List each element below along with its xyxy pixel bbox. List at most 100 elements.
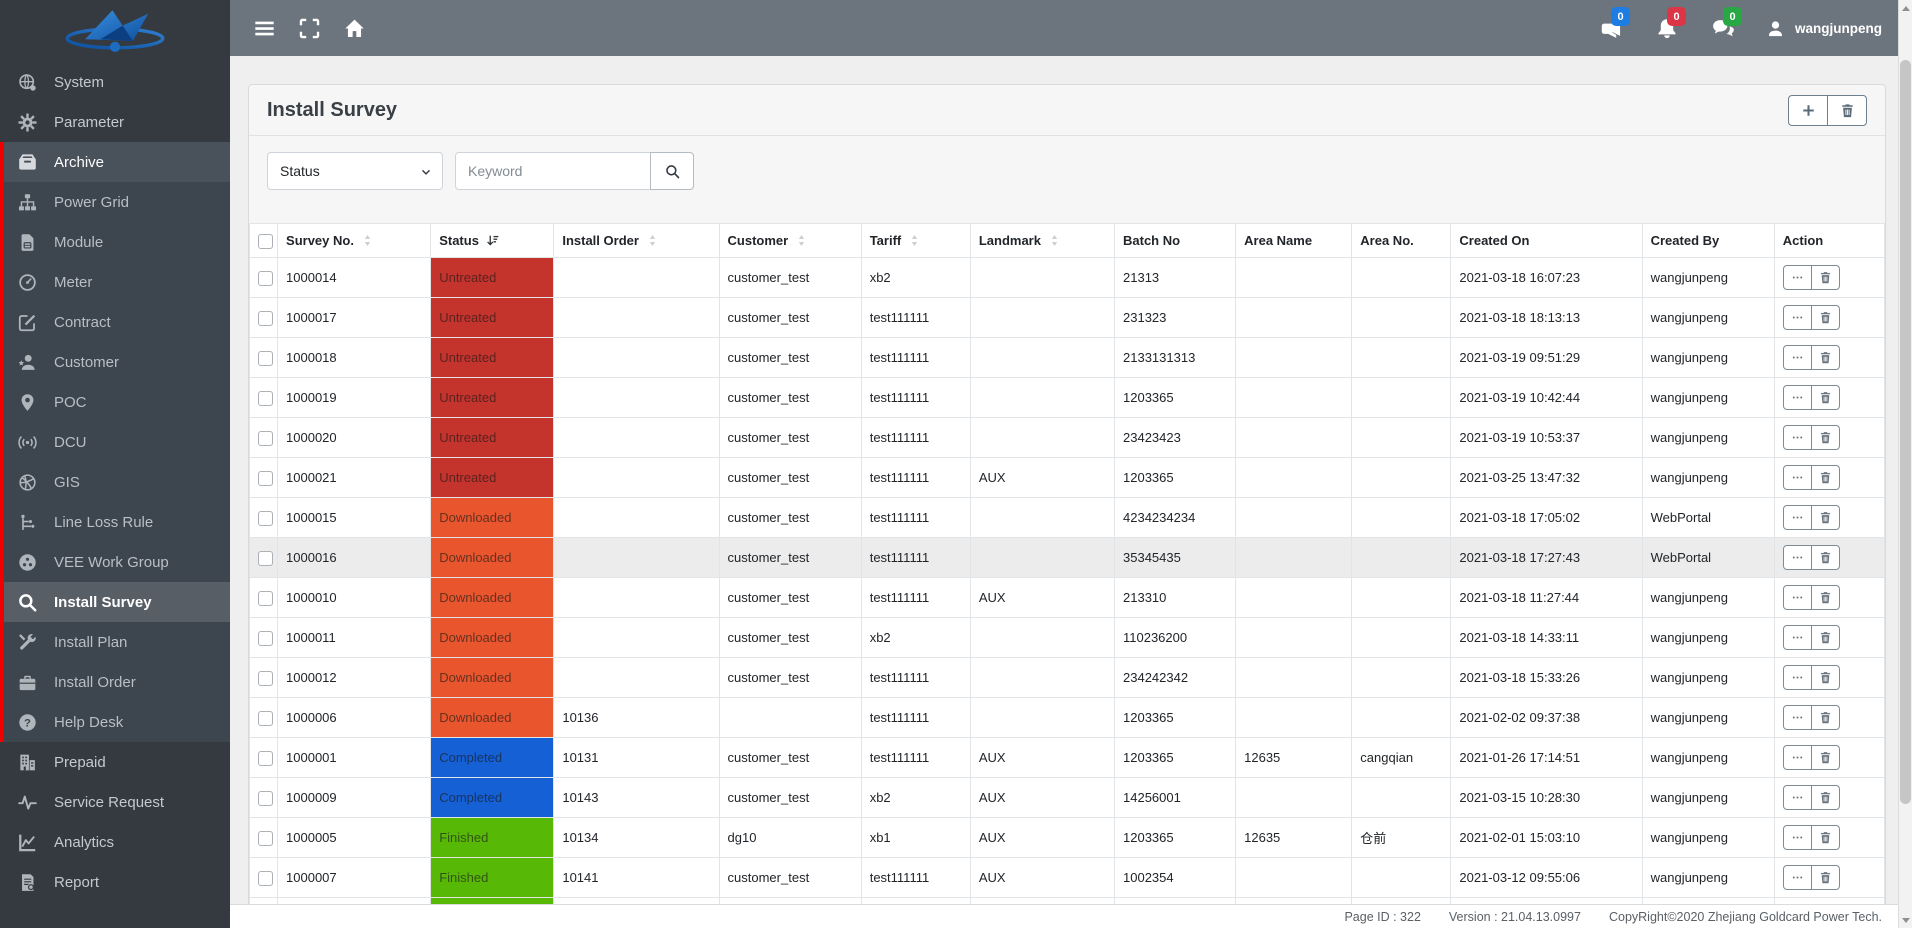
col-header-install_order[interactable]: Install Order [554, 224, 719, 258]
scroll-down-arrow-icon[interactable] [1899, 913, 1912, 927]
row-checkbox[interactable] [258, 631, 273, 646]
row-more-button[interactable] [1783, 865, 1812, 890]
row-delete-button[interactable] [1811, 505, 1840, 530]
sidebar-item-module[interactable]: Module [4, 222, 230, 262]
row-more-button[interactable] [1783, 505, 1812, 530]
row-checkbox[interactable] [258, 591, 273, 606]
home-icon[interactable] [344, 18, 365, 39]
row-checkbox[interactable] [258, 431, 273, 446]
menu-icon[interactable] [254, 18, 275, 39]
sidebar-item-install-order[interactable]: Install Order [4, 662, 230, 702]
row-more-button[interactable] [1783, 785, 1812, 810]
row-checkbox[interactable] [258, 711, 273, 726]
row-delete-button[interactable] [1811, 465, 1840, 490]
trash-icon [1819, 511, 1832, 524]
row-delete-button[interactable] [1811, 585, 1840, 610]
row-checkbox[interactable] [258, 391, 273, 406]
col-header-landmark[interactable]: Landmark [970, 224, 1114, 258]
row-checkbox[interactable] [258, 751, 273, 766]
row-checkbox[interactable] [258, 271, 273, 286]
sidebar-item-parameter[interactable]: Parameter [0, 102, 230, 142]
vertical-scrollbar[interactable] [1898, 0, 1912, 928]
chat-icon-button[interactable]: 0 [1712, 17, 1734, 39]
bell-icon-button[interactable]: 0 [1656, 17, 1678, 39]
row-delete-button[interactable] [1811, 265, 1840, 290]
row-checkbox[interactable] [258, 791, 273, 806]
row-delete-button[interactable] [1811, 425, 1840, 450]
row-delete-button[interactable] [1811, 665, 1840, 690]
row-more-button[interactable] [1783, 385, 1812, 410]
row-delete-button[interactable] [1811, 305, 1840, 330]
row-checkbox[interactable] [258, 471, 273, 486]
sidebar-item-meter[interactable]: Meter [4, 262, 230, 302]
row-delete-button[interactable] [1811, 865, 1840, 890]
row-checkbox[interactable] [258, 831, 273, 846]
add-button[interactable] [1788, 95, 1828, 126]
row-checkbox[interactable] [258, 551, 273, 566]
row-more-button[interactable] [1783, 745, 1812, 770]
brand-logo[interactable] [0, 0, 230, 58]
row-checkbox[interactable] [258, 311, 273, 326]
sidebar-item-power-grid[interactable]: Power Grid [4, 182, 230, 222]
col-header-tariff[interactable]: Tariff [861, 224, 970, 258]
row-checkbox[interactable] [258, 351, 273, 366]
sidebar-item-poc[interactable]: POC [4, 382, 230, 422]
cell-action [1774, 738, 1884, 778]
delete-button[interactable] [1827, 95, 1867, 126]
sidebar-item-contract[interactable]: Contract [4, 302, 230, 342]
cell-checkbox [250, 818, 278, 858]
row-more-button[interactable] [1783, 305, 1812, 330]
row-delete-button[interactable] [1811, 705, 1840, 730]
cell-action [1774, 818, 1884, 858]
sidebar-item-analytics[interactable]: Analytics [0, 822, 230, 862]
col-header-customer[interactable]: Customer [719, 224, 861, 258]
sidebar-item-archive[interactable]: Archive [4, 142, 230, 182]
row-more-button[interactable] [1783, 585, 1812, 610]
megaphone-icon-button[interactable]: 0 [1600, 17, 1622, 39]
user-menu[interactable]: wangjunpeng [1766, 19, 1882, 38]
col-header-status[interactable]: Status [431, 224, 554, 258]
sidebar-item-vee-work-group[interactable]: VEE Work Group [4, 542, 230, 582]
row-delete-button[interactable] [1811, 625, 1840, 650]
row-delete-button[interactable] [1811, 385, 1840, 410]
select-all-checkbox[interactable] [258, 234, 273, 249]
cell-landmark: AUX [970, 858, 1114, 898]
sidebar-item-help-desk[interactable]: ?Help Desk [4, 702, 230, 742]
row-more-button[interactable] [1783, 425, 1812, 450]
scroll-up-arrow-icon[interactable] [1899, 1, 1912, 15]
row-more-button[interactable] [1783, 465, 1812, 490]
keyword-input[interactable] [455, 152, 651, 190]
row-delete-button[interactable] [1811, 825, 1840, 850]
row-more-button[interactable] [1783, 825, 1812, 850]
cell-checkbox [250, 338, 278, 378]
sidebar-item-gis[interactable]: GIS [4, 462, 230, 502]
row-checkbox[interactable] [258, 871, 273, 886]
row-more-button[interactable] [1783, 265, 1812, 290]
fullscreen-icon[interactable] [299, 18, 320, 39]
sidebar-item-install-survey[interactable]: Install Survey [4, 582, 230, 622]
sidebar-item-report[interactable]: Report [0, 862, 230, 902]
sidebar-item-dcu[interactable]: DCU [4, 422, 230, 462]
row-checkbox[interactable] [258, 671, 273, 686]
sidebar-item-customer[interactable]: Customer [4, 342, 230, 382]
status-select[interactable]: Status [267, 152, 443, 190]
sidebar-item-install-plan[interactable]: Install Plan [4, 622, 230, 662]
row-delete-button[interactable] [1811, 785, 1840, 810]
row-delete-button[interactable] [1811, 745, 1840, 770]
sidebar-item-service-request[interactable]: Service Request [0, 782, 230, 822]
row-delete-button[interactable] [1811, 545, 1840, 570]
row-delete-button[interactable] [1811, 345, 1840, 370]
sidebar-item-system[interactable]: System [0, 62, 230, 102]
row-more-button[interactable] [1783, 625, 1812, 650]
row-checkbox[interactable] [258, 511, 273, 526]
row-more-button[interactable] [1783, 345, 1812, 370]
row-more-button[interactable] [1783, 705, 1812, 730]
install-survey-table: Survey No.StatusInstall OrderCustomerTar… [249, 223, 1885, 928]
row-more-button[interactable] [1783, 545, 1812, 570]
sidebar-item-line-loss-rule[interactable]: Line Loss Rule [4, 502, 230, 542]
sidebar-item-prepaid[interactable]: Prepaid [0, 742, 230, 782]
col-header-survey_no[interactable]: Survey No. [278, 224, 431, 258]
search-button[interactable] [650, 152, 694, 190]
scrollbar-thumb[interactable] [1900, 60, 1911, 804]
row-more-button[interactable] [1783, 665, 1812, 690]
